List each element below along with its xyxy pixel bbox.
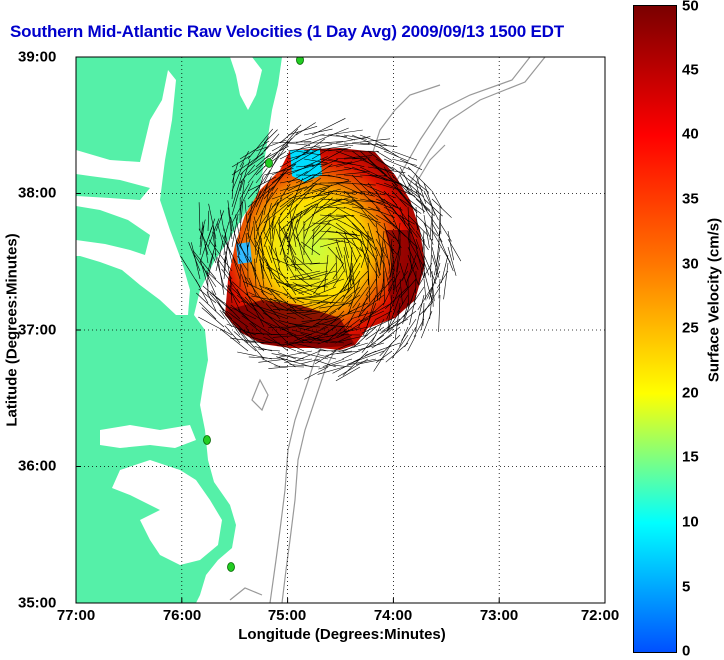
x-tick-label: 74:00 — [374, 607, 412, 624]
y-tick-label: 39:00 — [18, 49, 56, 66]
colorbar-label: Surface Velocity (cm/s) — [706, 218, 723, 382]
y-tick-label: 38:00 — [18, 185, 56, 202]
colorbar-tick-label: 30 — [682, 256, 699, 273]
colorbar-tick-label: 40 — [682, 126, 699, 143]
colorbar — [633, 5, 677, 653]
colorbar-tick-label: 35 — [682, 191, 699, 208]
colorbar-tick-label: 5 — [682, 579, 690, 596]
y-tick-label: 35:00 — [18, 595, 56, 612]
x-tick-label: 73:00 — [480, 607, 518, 624]
x-tick-label: 75:00 — [268, 607, 306, 624]
x-axis-label: Longitude (Degrees:Minutes) — [238, 626, 446, 643]
colorbar-tick-label: 10 — [682, 514, 699, 531]
y-tick-label: 36:00 — [18, 458, 56, 475]
y-axis-label: Latitude (Degrees:Minutes) — [4, 233, 21, 426]
albemarle-sound — [100, 425, 196, 448]
station-marker — [228, 563, 235, 572]
x-tick-label: 72:00 — [581, 607, 619, 624]
station-marker — [204, 436, 211, 445]
x-tick-label: 76:00 — [163, 607, 201, 624]
colorbar-tick-label: 45 — [682, 62, 699, 79]
colorbar-tick-label: 20 — [682, 385, 699, 402]
y-tick-label: 37:00 — [18, 322, 56, 339]
colorbar-tick-label: 25 — [682, 320, 699, 337]
x-tick-label: 77:00 — [57, 607, 95, 624]
station-marker — [266, 159, 273, 168]
colorbar-tick-label: 15 — [682, 449, 699, 466]
colorbar-tick-label: 50 — [682, 0, 699, 15]
colorbar-tick-label: 0 — [682, 643, 690, 660]
